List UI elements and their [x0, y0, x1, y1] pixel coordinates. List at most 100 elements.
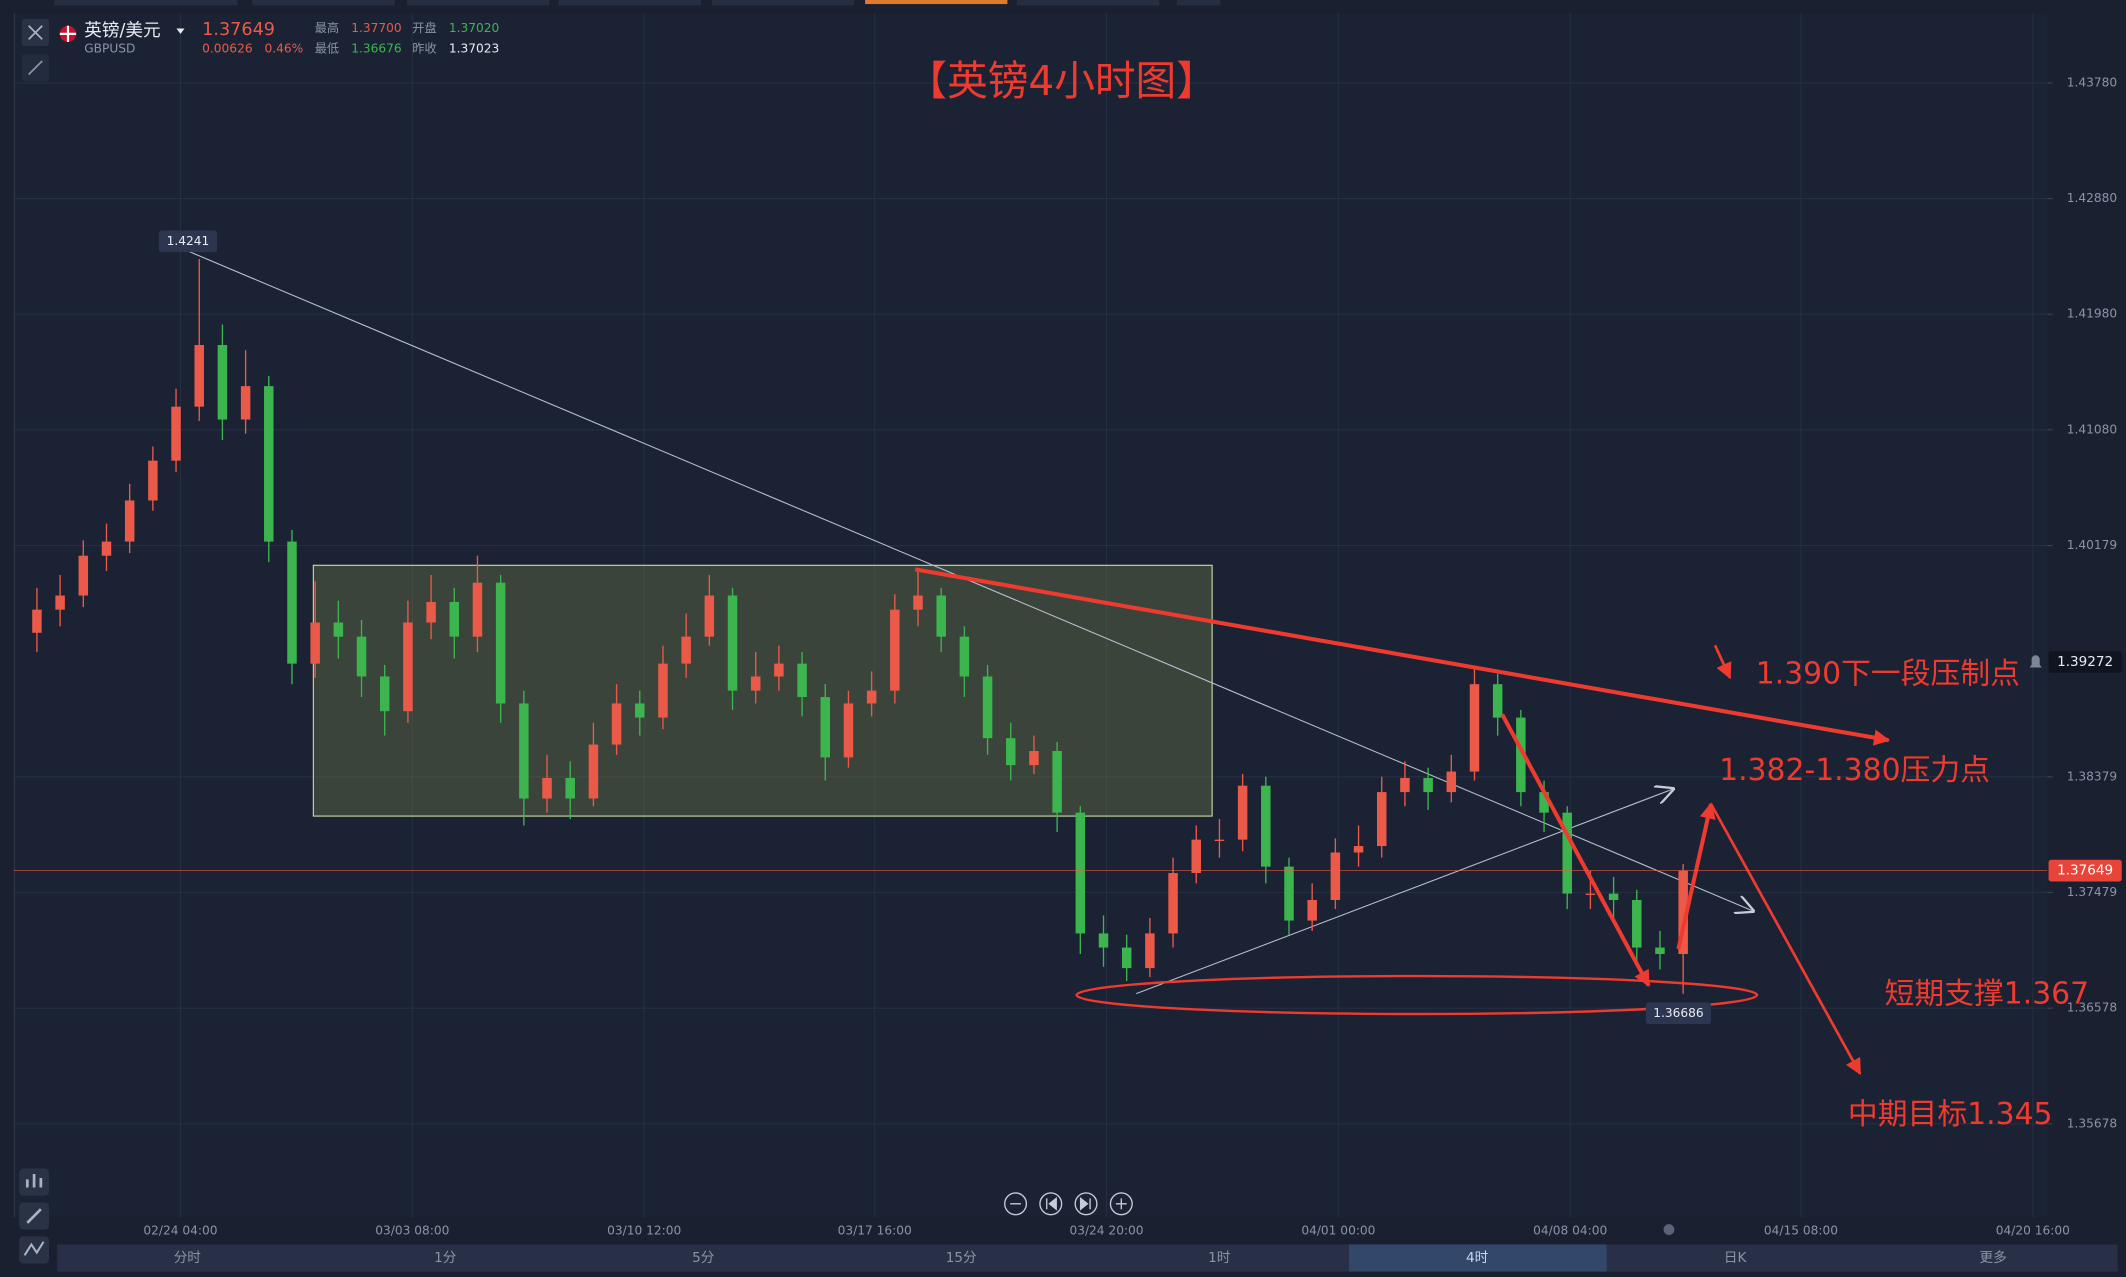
price-overlay: 1.37649 1.39272 1.4241 1.36686: [13, 230, 2122, 1025]
up-arrow[interactable]: [1676, 802, 1716, 950]
timeframe-button[interactable]: 更多: [1980, 1249, 2007, 1266]
candle-body: [704, 595, 715, 637]
annotation: 1.390下一段压制点: [1756, 657, 2020, 692]
candle-body: [681, 636, 691, 664]
candle-body: [890, 609, 900, 691]
candle-body: [959, 636, 970, 677]
top-tabs: [54, 0, 1221, 6]
candle-body: [55, 595, 65, 610]
now-dot: [1663, 1224, 1675, 1235]
candle-body: [936, 595, 946, 637]
candle-body: [542, 777, 552, 799]
candle-body: [32, 609, 42, 633]
y-tick-label: 1.40179: [2067, 538, 2117, 552]
candle-body: [1145, 933, 1155, 969]
timeframe-button[interactable]: 4时: [1466, 1250, 1489, 1266]
candle-body: [913, 595, 923, 610]
candle-body: [264, 386, 274, 542]
timeframe-button[interactable]: 5分: [692, 1250, 715, 1266]
tool-icon: [25, 1173, 43, 1188]
candle-body: [774, 663, 784, 677]
tab-active[interactable]: [865, 0, 1008, 5]
low-marker-label: 1.36686: [1653, 1006, 1703, 1020]
candle-body: [194, 345, 204, 407]
timeframe-active: [1349, 1244, 1607, 1272]
candle-body: [1516, 717, 1526, 793]
dropdown-icon[interactable]: [176, 28, 185, 34]
change: 0.00626: [202, 41, 252, 55]
candle-body: [310, 622, 320, 664]
tab[interactable]: [1176, 0, 1221, 6]
candle-body: [1098, 933, 1109, 948]
candle-body: [449, 601, 460, 637]
tab[interactable]: [54, 0, 238, 6]
zoom-out[interactable]: [1004, 1192, 1028, 1216]
symbol-name[interactable]: 英镑/美元: [84, 21, 160, 41]
down-arrow[interactable]: [1500, 713, 1651, 987]
close-icon: [28, 25, 43, 40]
candle-body: [78, 555, 89, 596]
y-tick-label: 1.41080: [2067, 422, 2117, 436]
timeframe-button[interactable]: 1分: [434, 1250, 457, 1266]
scroll-end[interactable]: [1074, 1192, 1098, 1216]
support-ellipse[interactable]: [1075, 974, 1759, 1016]
timeframe-button[interactable]: 1时: [1208, 1250, 1231, 1266]
scroll-start[interactable]: [1039, 1192, 1063, 1216]
candle-body: [287, 541, 297, 664]
candle-body: [1029, 750, 1039, 766]
candle-body: [333, 622, 344, 637]
tab[interactable]: [711, 0, 855, 6]
candle-body: [1585, 893, 1596, 895]
tab[interactable]: [252, 0, 395, 6]
candle-body: [866, 690, 877, 704]
high-marker-label: 1.4241: [167, 234, 210, 248]
open-value: 1.37020: [449, 21, 499, 35]
timeframe-button[interactable]: 分时: [174, 1250, 202, 1266]
candle-body: [658, 663, 668, 718]
candle-body: [797, 663, 807, 698]
tab[interactable]: [1016, 0, 1160, 6]
candle-body: [379, 676, 390, 712]
low-marker-box: [1645, 1002, 1711, 1025]
candle-body: [472, 582, 483, 637]
x-tick-label: 03/10 12:00: [607, 1223, 681, 1237]
prev-close-label: 昨收: [412, 41, 436, 55]
timeframe-button[interactable]: 日K: [1724, 1250, 1748, 1266]
trend-line[interactable]: [1136, 789, 1673, 995]
resistance-arrow[interactable]: [914, 567, 1891, 746]
candle-body: [403, 622, 413, 712]
red-drawings: [914, 567, 1891, 1076]
y-tick-label: 1.37479: [2067, 885, 2117, 899]
annotation: 1.382-1.380压力点: [1719, 753, 1990, 788]
x-tick-label: 03/17 16:00: [838, 1223, 912, 1237]
high-marker-box: [158, 230, 218, 253]
candle-body: [101, 541, 112, 556]
target-arrow[interactable]: [1709, 803, 1862, 1076]
x-tick-label: 02/24 04:00: [143, 1223, 217, 1237]
tool-icon: [26, 1208, 42, 1224]
tab[interactable]: [558, 0, 702, 6]
zoom-in[interactable]: [1109, 1192, 1133, 1216]
zoom-controls: [1004, 1192, 1133, 1216]
tool-icon: [23, 1241, 45, 1256]
candle-body: [727, 595, 738, 691]
timeframes: 分时 1分 5分 15分 1时 4时 日K 更多: [174, 1249, 2007, 1266]
left-tools: [19, 1168, 49, 1264]
candle-body: [1423, 777, 1433, 793]
low-value: 1.36676: [351, 41, 401, 55]
y-tick-label: 1.43780: [2067, 75, 2117, 89]
candle-body: [982, 676, 993, 739]
range-box[interactable]: [312, 564, 1213, 817]
candle-body: [1400, 777, 1410, 793]
prev-close-value: 1.37023: [449, 41, 499, 55]
tab[interactable]: [406, 0, 550, 6]
flag-cross: [59, 25, 77, 43]
timeframe-button[interactable]: 15分: [946, 1250, 977, 1266]
x-tick-label: 04/08 04:00: [1533, 1223, 1607, 1237]
small-arrow[interactable]: [1713, 644, 1732, 680]
change-pct: 0.46%: [265, 41, 304, 55]
alert-bell[interactable]: [2029, 655, 2042, 668]
candle-body: [495, 582, 506, 704]
scroll-end-icon: [1079, 1196, 1091, 1211]
